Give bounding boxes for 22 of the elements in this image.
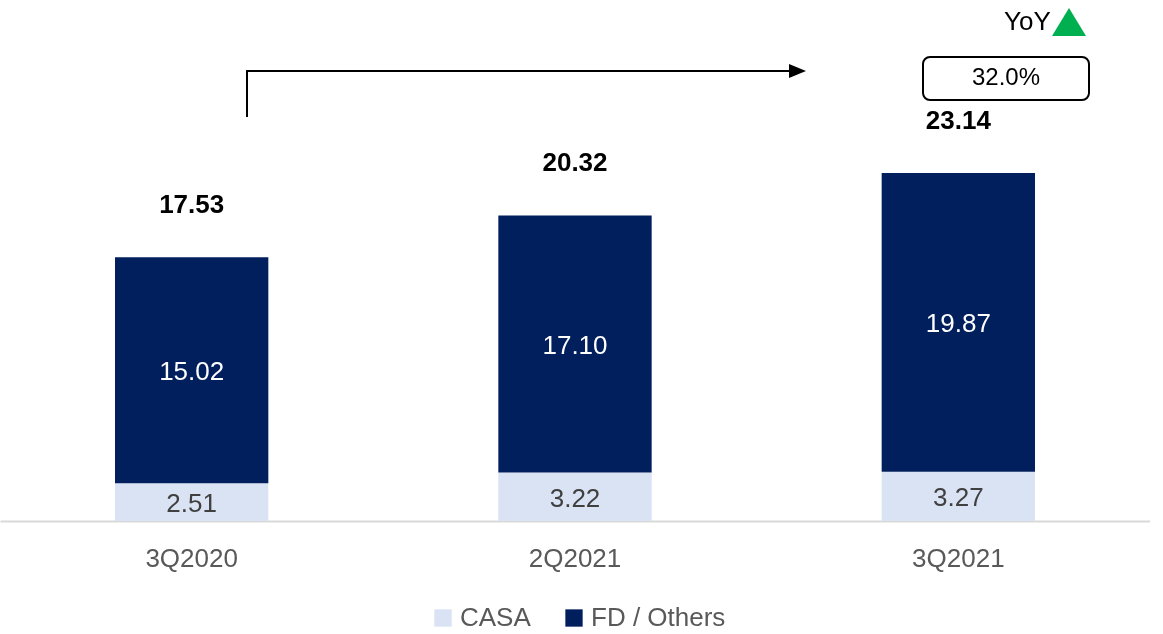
- data-label: 15.02: [159, 356, 225, 387]
- total-label: 23.14: [925, 105, 992, 135]
- total-label: 17.53: [159, 189, 225, 220]
- x-tick-label: 3Q2020: [145, 542, 238, 573]
- legend-label: CASA: [460, 602, 532, 632]
- bar: [881, 471, 1035, 521]
- bar: [498, 215, 652, 473]
- data-label: 19.87: [925, 308, 991, 339]
- bar: [881, 173, 1035, 472]
- text: 32.0%: [970, 63, 1042, 91]
- data-label: 3.22: [549, 482, 601, 513]
- data-label: 2.51: [166, 488, 217, 519]
- bar: [115, 483, 269, 521]
- legend-label: FD / Others: [591, 602, 726, 632]
- bar: [115, 257, 269, 484]
- total-label: 20.32: [542, 147, 608, 178]
- x-tick-label: 3Q2021: [912, 542, 1005, 573]
- bar: [498, 472, 652, 521]
- data-label: 3.27: [933, 482, 984, 513]
- data-label: 17.10: [542, 329, 608, 360]
- x-tick-label: 2Q2021: [528, 542, 622, 573]
- text: YoY: [1004, 6, 1051, 37]
